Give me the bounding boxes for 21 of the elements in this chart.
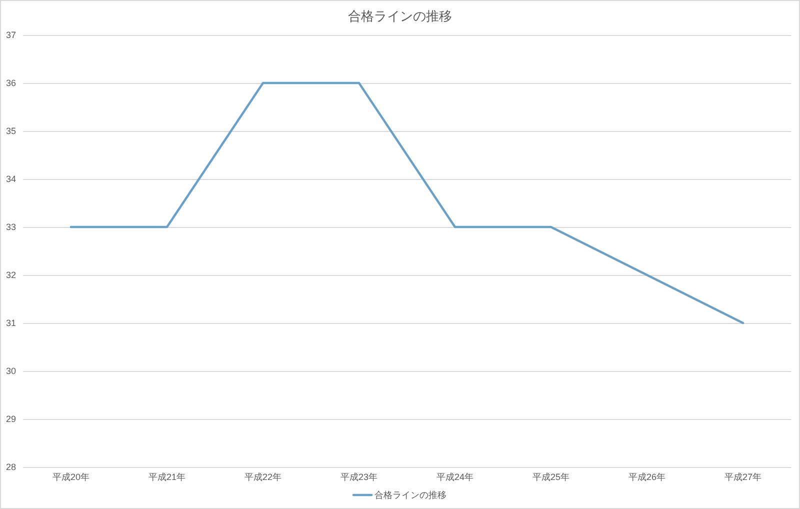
x-tick-label: 平成27年 (724, 472, 762, 482)
x-tick-label: 平成20年 (52, 472, 90, 482)
y-tick-label: 32 (6, 270, 16, 280)
x-tick-label: 平成22年 (244, 472, 282, 482)
x-tick-label: 平成23年 (340, 472, 378, 482)
legend-label: 合格ラインの推移 (374, 490, 446, 500)
x-tick-label: 平成21年 (148, 472, 186, 482)
y-tick-label: 31 (6, 318, 16, 328)
y-tick-label: 34 (6, 174, 16, 184)
y-tick-label: 29 (6, 414, 16, 424)
x-tick-label: 平成26年 (628, 472, 666, 482)
y-tick-label: 35 (6, 126, 16, 136)
y-tick-label: 36 (6, 78, 16, 88)
x-tick-label: 平成24年 (436, 472, 474, 482)
line-series (70, 82, 744, 324)
y-tick-label: 33 (6, 222, 16, 232)
y-tick-label: 28 (6, 462, 16, 472)
y-tick-label: 30 (6, 366, 16, 376)
chart-title: 合格ラインの推移 (348, 8, 452, 24)
y-tick-label: 37 (6, 30, 16, 40)
x-tick-label: 平成25年 (532, 472, 570, 482)
